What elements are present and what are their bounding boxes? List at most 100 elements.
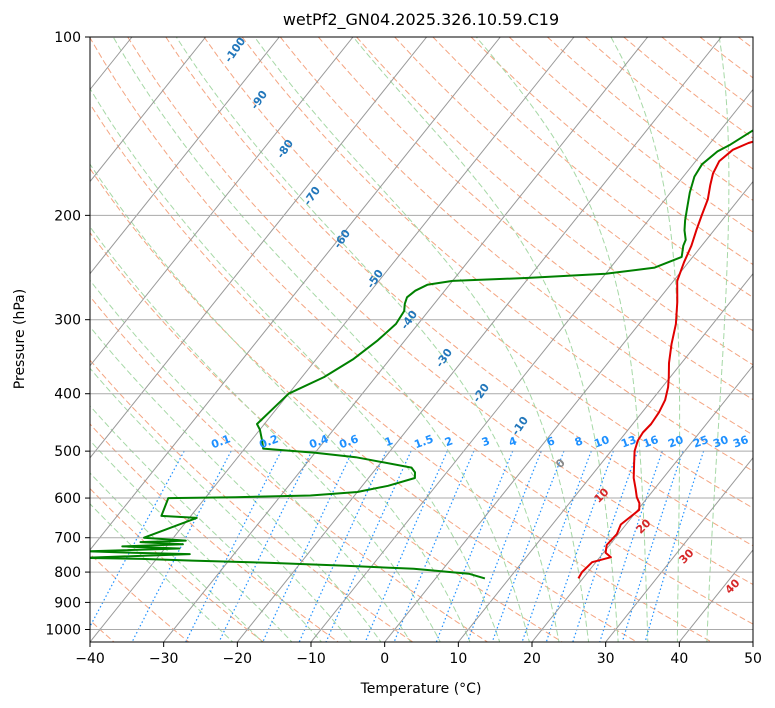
- plot-frame: [89, 36, 754, 643]
- moist-adiabat: [90, 163, 471, 642]
- y-tick-label: 200: [54, 208, 81, 224]
- x-tick-label: −30: [149, 651, 179, 667]
- mixing-ratio-label: 16: [641, 433, 660, 451]
- dry-adiabat-label: -100: [222, 35, 249, 65]
- dry-adiabat: [356, 37, 753, 366]
- moist-adiabat: [175, 37, 560, 642]
- mixing-ratio-label: 20: [666, 433, 685, 451]
- mixing-ratio-label: 36: [731, 433, 750, 451]
- sounding-trace: [577, 140, 753, 579]
- dry-adiabat-label: -30: [433, 346, 455, 370]
- mixing-ratio-line: [435, 450, 514, 642]
- x-tick-label: −20: [223, 651, 253, 667]
- mixing-ratio-line: [545, 450, 614, 642]
- y-tick-label: 400: [54, 387, 81, 403]
- y-axis-label: Pressure (hPa): [12, 289, 28, 389]
- dry-adiabat: [127, 37, 753, 586]
- mixing-ratio-label: 6: [545, 434, 557, 449]
- mixing-ratio-label: 10: [592, 433, 611, 451]
- mixing-ratio-line: [298, 450, 387, 642]
- line-labels: -100-90-80-70-60-50-40-30-20-10010203040…: [209, 35, 750, 597]
- mixing-ratio-line: [644, 450, 705, 642]
- moist-adiabat-label: 0: [553, 456, 568, 471]
- x-tick-label: −40: [75, 651, 105, 667]
- dry-adiabat-label: -60: [331, 227, 353, 251]
- moist-adiabat: [610, 37, 681, 642]
- mixing-ratio-label: 3: [480, 434, 492, 449]
- mixing-ratio-label: 0.2: [257, 432, 280, 451]
- mixing-ratio-line: [131, 450, 232, 642]
- dry-adiabat: [508, 37, 753, 233]
- isotherm: [605, 457, 753, 642]
- x-tick-label: 50: [744, 651, 762, 667]
- dry-adiabat: [737, 37, 753, 49]
- background-lines: [0, 37, 753, 644]
- dry-adiabat: [90, 37, 753, 625]
- dry-adiabat: [432, 37, 753, 298]
- isotherm: [752, 641, 753, 642]
- dry-adiabat-label: -90: [248, 88, 270, 112]
- x-tick-label: 0: [380, 651, 389, 667]
- y-tick-label: 800: [54, 565, 81, 581]
- x-tick-label: 20: [523, 651, 541, 667]
- mixing-ratio-label: 0.6: [337, 432, 360, 451]
- sounding-trace: [90, 129, 753, 580]
- dry-adiabat-label: -70: [301, 184, 323, 208]
- isotherm: [90, 37, 354, 367]
- mixing-ratio-label: 0.1: [209, 432, 232, 451]
- mixing-ratio-line: [572, 450, 639, 642]
- isotherm: [236, 37, 722, 642]
- moist-adiabat: [254, 37, 590, 642]
- isotherm: [90, 37, 428, 459]
- moist-adiabat: [90, 503, 234, 642]
- mixing-ratio-line: [364, 450, 448, 642]
- mixing-ratio-line: [599, 450, 663, 642]
- dry-adiabat: [279, 37, 753, 436]
- mixing-ratio-line: [521, 450, 592, 642]
- moist-adiabat: [706, 37, 730, 642]
- mixing-ratio-label: 2: [443, 434, 455, 449]
- dry-adiabat-label: -50: [364, 267, 386, 291]
- mixing-ratio-label: 0.4: [307, 432, 330, 451]
- mixing-ratio-line: [262, 450, 354, 642]
- dry-adiabat: [90, 295, 489, 642]
- moist-adiabat-label: 40: [723, 576, 743, 596]
- moist-adiabat: [90, 87, 501, 642]
- y-tick-label: 600: [54, 491, 81, 507]
- moist-adiabat: [352, 37, 619, 642]
- x-axis-ticks: −40 −30 −20 −10 0 10 20 30 40 50: [75, 642, 762, 667]
- moist-adiabat-label: 10: [592, 485, 612, 505]
- y-tick-label: 900: [54, 595, 81, 611]
- dry-adiabat-label: -80: [274, 137, 296, 161]
- y-axis-ticks: 100 200 300 400 500 600 700 800 900 1000: [45, 30, 90, 639]
- dry-adiabat-label: -40: [398, 308, 420, 332]
- mixing-ratio-label: 1: [383, 434, 395, 449]
- y-tick-label: 700: [54, 531, 81, 547]
- mixing-ratio-line: [325, 450, 412, 642]
- moist-adiabat-label: 20: [634, 516, 654, 536]
- isotherm: [310, 88, 753, 642]
- isotherm: [163, 37, 649, 642]
- dry-adiabat: [90, 423, 339, 642]
- x-tick-label: 30: [597, 651, 615, 667]
- x-tick-label: 40: [670, 651, 688, 667]
- y-tick-label: 100: [54, 30, 81, 46]
- mixing-ratio-line: [393, 450, 475, 642]
- x-axis-label: Temperature (°C): [360, 681, 482, 697]
- dry-adiabat: [318, 37, 753, 401]
- mixing-ratio-label: 4: [507, 434, 519, 449]
- x-tick-label: 10: [449, 651, 467, 667]
- mixing-ratio-line: [185, 450, 282, 642]
- moist-adiabat: [90, 326, 382, 642]
- mixing-ratio-line: [90, 450, 185, 628]
- dry-adiabat: [394, 37, 753, 332]
- isotherm: [90, 37, 501, 551]
- moist-adiabat: [475, 37, 649, 642]
- isotherm: [90, 37, 207, 183]
- y-tick-label: 300: [54, 313, 81, 329]
- isotherm: [457, 272, 753, 642]
- isotherm: [0, 37, 58, 644]
- y-tick-label: 500: [54, 444, 81, 460]
- dry-adiabat: [203, 37, 753, 509]
